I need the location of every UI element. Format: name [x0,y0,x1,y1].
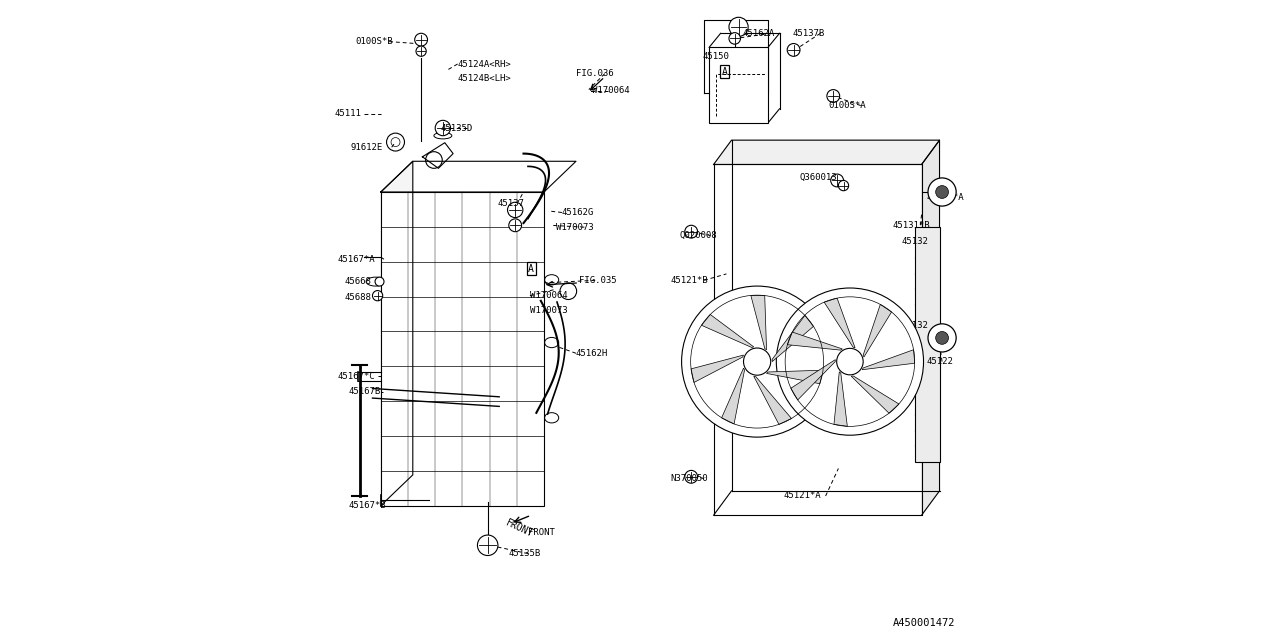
Text: 45167*B: 45167*B [348,501,387,510]
Circle shape [375,277,384,286]
Polygon shape [691,355,744,383]
Circle shape [685,225,698,238]
Text: 45162H: 45162H [576,349,608,358]
Polygon shape [381,161,576,192]
Circle shape [730,33,740,44]
Text: A: A [722,67,727,77]
Polygon shape [863,349,915,370]
Circle shape [392,138,399,147]
Ellipse shape [434,132,452,139]
Polygon shape [851,376,899,413]
Text: 45137B: 45137B [792,29,824,38]
Text: 45135B: 45135B [508,549,541,558]
Text: FRONT: FRONT [529,528,554,537]
Text: 45131*B: 45131*B [893,221,931,230]
Circle shape [787,44,800,56]
Text: 45167*C: 45167*C [338,372,375,381]
Text: 45135D: 45135D [440,124,472,132]
Circle shape [415,33,428,46]
Ellipse shape [366,277,385,286]
Text: 45122: 45122 [927,357,954,366]
Circle shape [682,286,833,437]
Polygon shape [701,314,754,348]
Ellipse shape [545,337,559,348]
Text: 45137: 45137 [498,199,525,208]
Circle shape [776,288,924,435]
Polygon shape [381,161,412,506]
Bar [381,192,544,506]
Text: W170073: W170073 [530,306,567,315]
Text: 45167*A: 45167*A [338,255,375,264]
Polygon shape [767,370,823,384]
Circle shape [936,332,948,344]
Text: 45162A: 45162A [742,29,774,38]
Circle shape [936,186,948,198]
Circle shape [508,202,524,218]
Circle shape [827,90,840,102]
Circle shape [928,178,956,206]
Text: 45688: 45688 [344,293,371,302]
Text: W170073: W170073 [556,223,593,232]
Text: A: A [529,264,534,274]
Text: 45162G: 45162G [562,208,594,217]
Circle shape [685,470,698,483]
Ellipse shape [545,275,559,285]
Text: 0100S*A: 0100S*A [829,101,867,110]
Ellipse shape [545,413,559,423]
Bar [709,47,768,123]
Bar [915,227,940,462]
Polygon shape [714,164,922,515]
Circle shape [372,291,383,301]
Text: 45121*B: 45121*B [671,276,708,285]
Polygon shape [835,372,847,426]
Text: 45668: 45668 [344,277,371,286]
Circle shape [416,46,426,56]
Text: A450001472: A450001472 [892,618,955,628]
Circle shape [837,348,863,375]
Text: FIG.036: FIG.036 [576,69,613,78]
Polygon shape [772,316,814,362]
Text: 45150: 45150 [703,52,730,61]
Circle shape [477,535,498,556]
Text: W170064: W170064 [530,291,567,300]
Polygon shape [791,360,836,400]
Text: 0100S*B: 0100S*B [356,37,393,46]
Circle shape [928,324,956,352]
Circle shape [435,120,451,136]
Text: Q020008: Q020008 [680,231,717,240]
Text: 45132: 45132 [901,237,928,246]
Text: 45111: 45111 [334,109,361,118]
Circle shape [831,174,844,187]
Text: N370050: N370050 [671,474,708,483]
Circle shape [838,180,849,191]
Circle shape [730,17,748,36]
Text: W170064: W170064 [591,86,630,95]
Polygon shape [922,140,940,515]
Polygon shape [787,332,842,350]
Circle shape [744,348,771,375]
Text: 45131*A: 45131*A [927,193,964,202]
Polygon shape [824,298,855,348]
Text: FIG.035: FIG.035 [580,276,617,285]
Text: 45167B: 45167B [348,387,381,396]
Polygon shape [714,140,940,164]
Text: 45132: 45132 [901,321,928,330]
Circle shape [387,133,404,151]
Text: 45124A<RH>: 45124A<RH> [458,60,511,68]
Text: 91612E: 91612E [351,143,383,152]
Text: 45124B<LH>: 45124B<LH> [458,74,511,83]
Polygon shape [863,305,892,357]
Circle shape [509,219,522,232]
Polygon shape [722,368,745,424]
Polygon shape [751,296,767,350]
Polygon shape [754,376,791,424]
Text: FRONT: FRONT [504,517,535,539]
Text: 45121*A: 45121*A [783,492,822,500]
Text: Q360013: Q360013 [800,173,837,182]
